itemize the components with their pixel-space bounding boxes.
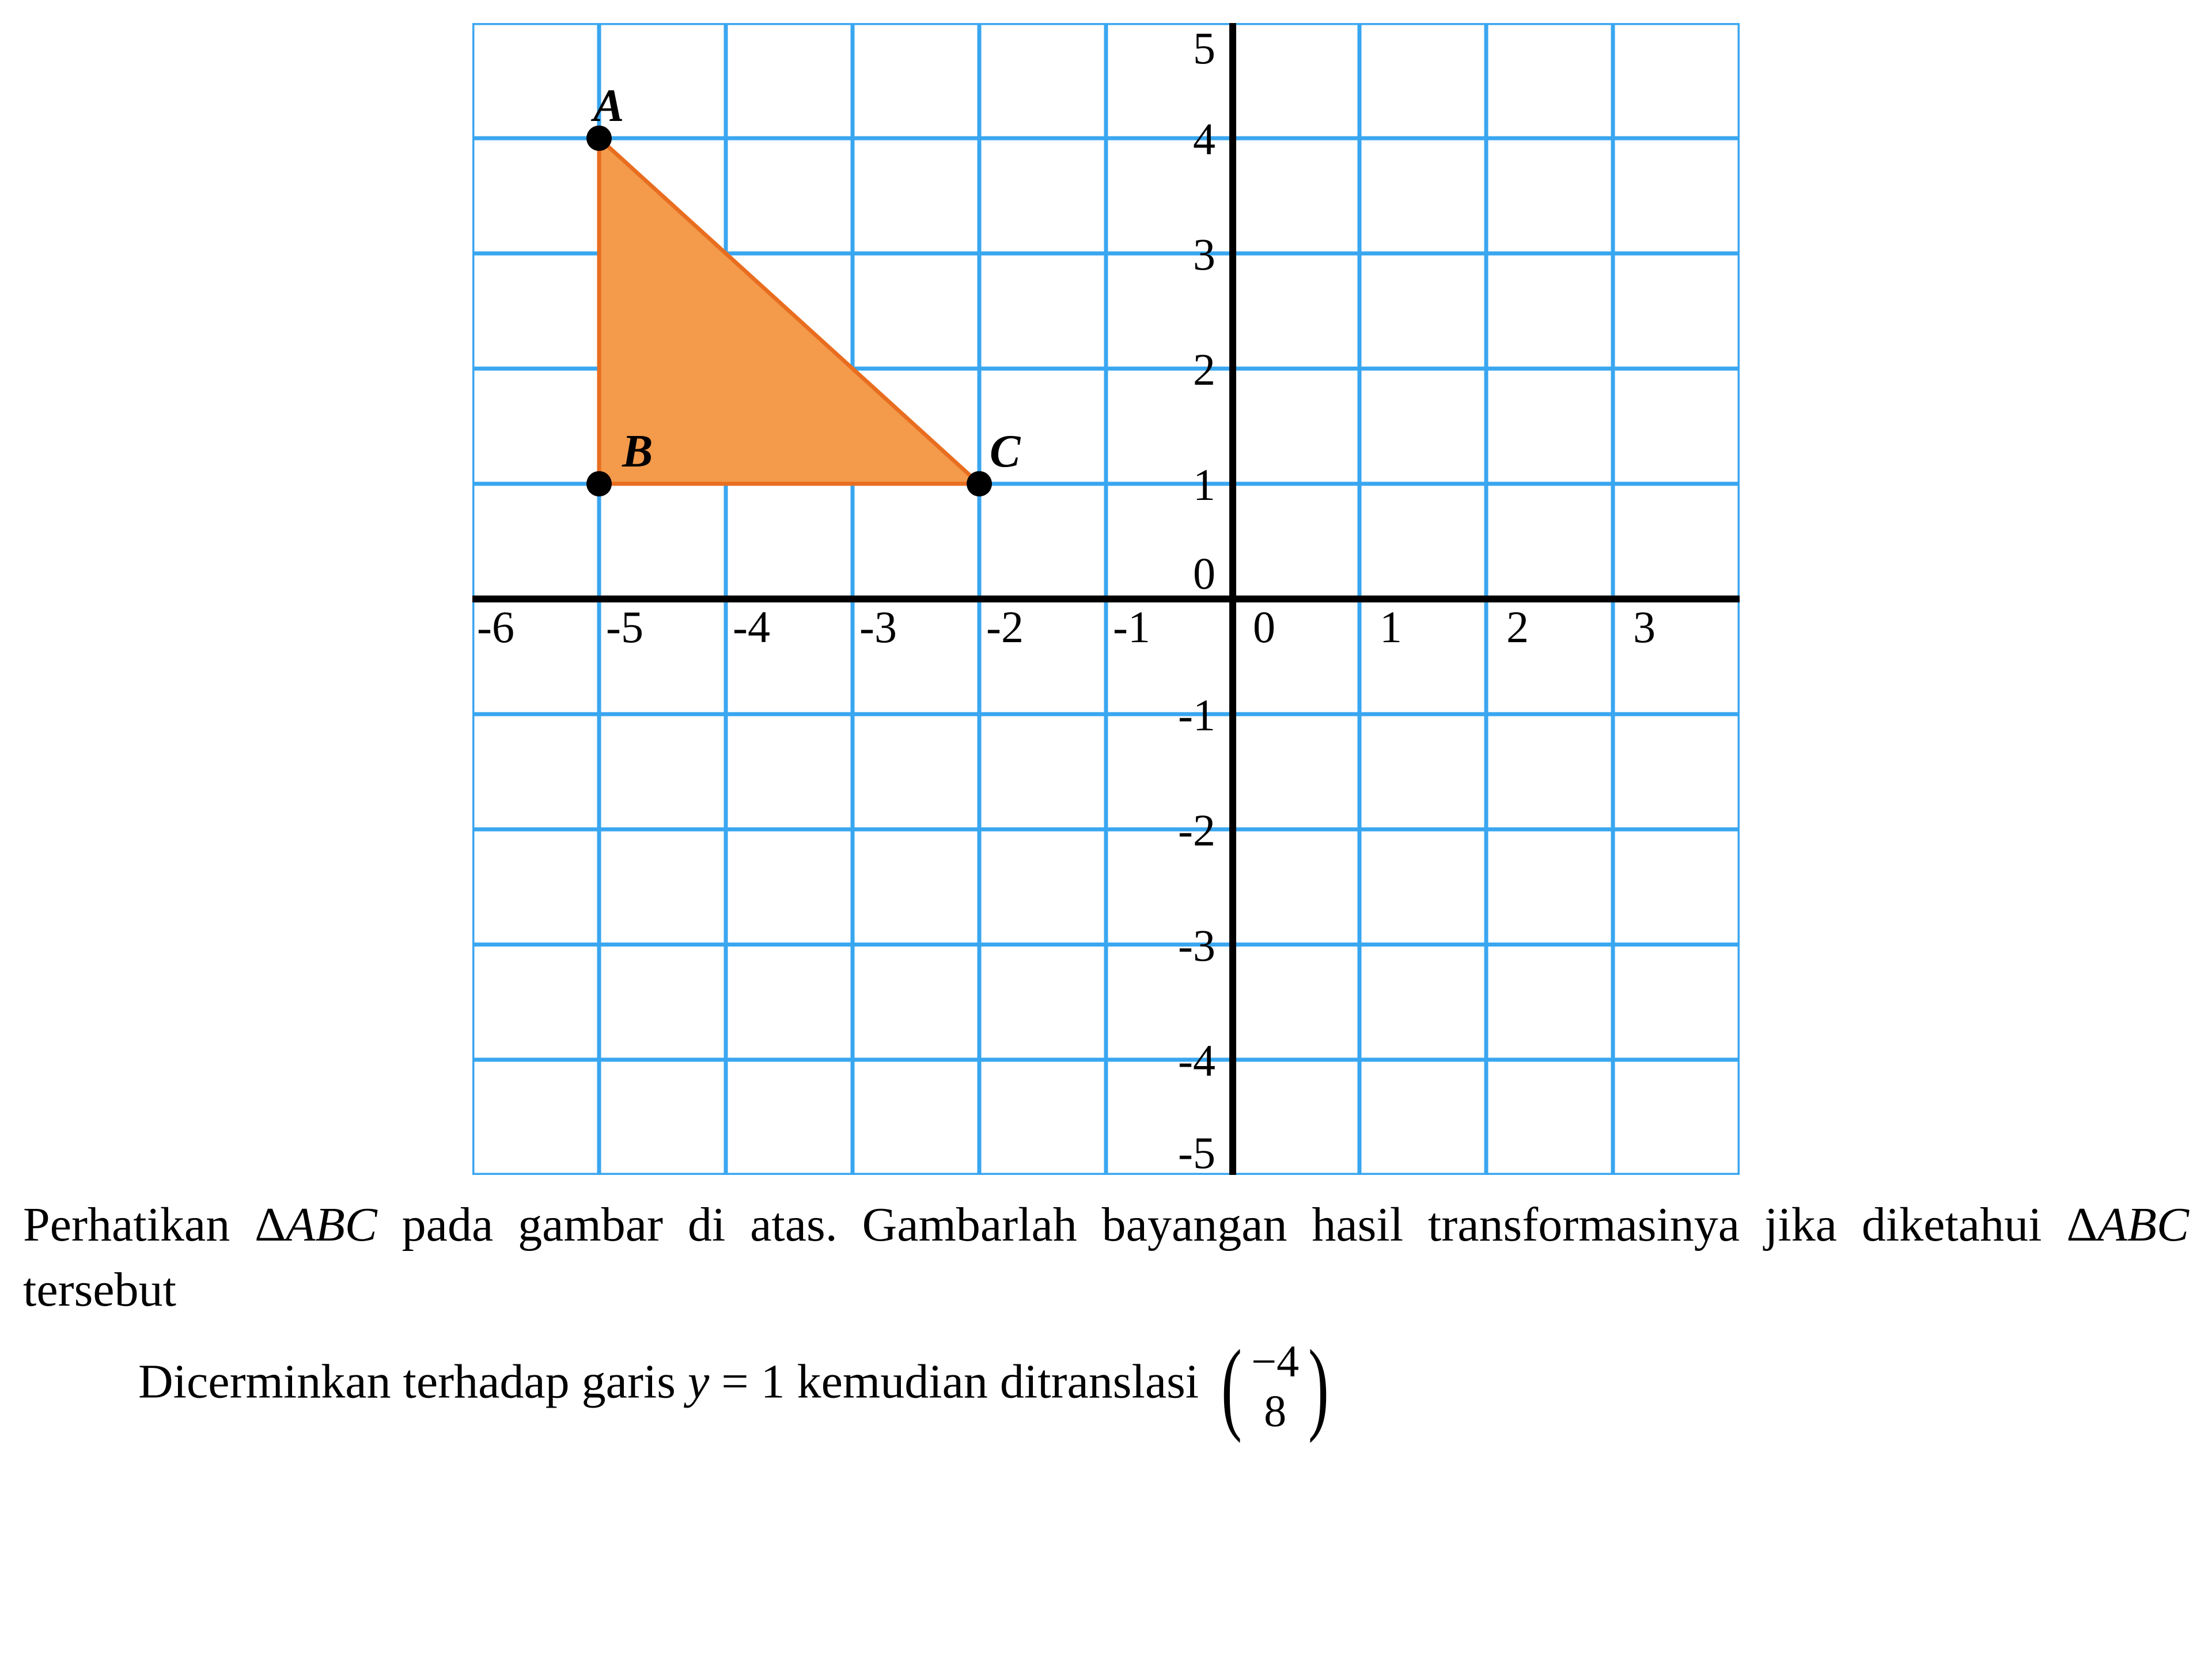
caption-block: Perhatikan ΔABC pada gambar di atas. Gam… xyxy=(23,1192,2189,1444)
svg-text:3: 3 xyxy=(1633,602,1656,652)
svg-text:-2: -2 xyxy=(1178,805,1215,855)
svg-text:0: 0 xyxy=(1193,548,1215,598)
svg-text:4: 4 xyxy=(1193,114,1215,164)
svg-text:1: 1 xyxy=(1380,602,1402,652)
svg-text:1: 1 xyxy=(1193,460,1215,510)
svg-text:-4: -4 xyxy=(733,602,770,652)
svg-text:A: A xyxy=(590,81,624,131)
svg-text:-1: -1 xyxy=(1113,602,1150,652)
svg-text:C: C xyxy=(990,426,1021,477)
svg-text:-5: -5 xyxy=(1178,1128,1215,1175)
svg-text:-3: -3 xyxy=(859,602,897,652)
svg-text:0: 0 xyxy=(1253,602,1275,652)
translation-vector: (−48) xyxy=(1214,1329,1336,1444)
svg-text:-2: -2 xyxy=(986,602,1024,652)
caption-text: Perhatikan ΔABC pada gambar di atas. Gam… xyxy=(23,1198,2189,1317)
caption-indent-line: Dicerminkan terhadap garis y = 1 kemudia… xyxy=(23,1329,2189,1444)
svg-text:2: 2 xyxy=(1193,344,1215,395)
svg-text:B: B xyxy=(622,426,653,477)
svg-text:-4: -4 xyxy=(1178,1036,1215,1086)
svg-text:3: 3 xyxy=(1193,229,1215,279)
coordinate-chart: -6-5-4-3-2-101234543210-1-2-3-4-5ABC xyxy=(472,23,1740,1175)
svg-text:2: 2 xyxy=(1506,602,1529,652)
svg-text:-6: -6 xyxy=(477,602,514,652)
svg-text:5: 5 xyxy=(1193,23,1215,73)
svg-text:-3: -3 xyxy=(1178,920,1215,970)
svg-text:-5: -5 xyxy=(606,602,643,652)
svg-text:-1: -1 xyxy=(1178,690,1215,740)
